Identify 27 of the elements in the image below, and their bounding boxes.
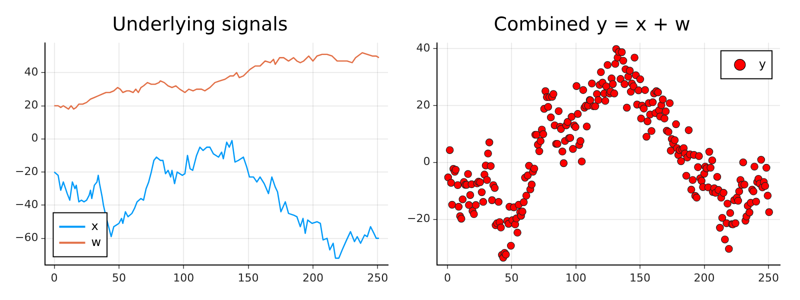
chart-title: Underlying signals — [112, 13, 288, 36]
x-tick-label: 250 — [367, 271, 388, 284]
y-tick-label: 20 — [24, 98, 38, 112]
legend-label: x — [91, 218, 98, 233]
y-tick-label: 0 — [423, 155, 430, 168]
x-tick-label: 0 — [444, 271, 451, 284]
y-tick-label: −20 — [406, 212, 430, 226]
y-tick-label: 0 — [31, 132, 38, 145]
y-tick-label: −60 — [14, 231, 38, 244]
x-tick-label: 50 — [504, 271, 519, 284]
y-tick-label: −40 — [14, 198, 38, 212]
x-tick-label: 200 — [694, 271, 715, 284]
x-tick-label: 100 — [565, 271, 586, 284]
x-tick-label: 150 — [238, 271, 259, 284]
y-tick-label: 40 — [24, 65, 38, 78]
x-tick-label: 50 — [112, 271, 126, 284]
chart-title: Combined y = x + w — [494, 13, 690, 36]
legend-label: y — [758, 56, 766, 71]
y-tick-label: 20 — [416, 98, 430, 112]
x-tick-label: 0 — [50, 271, 58, 284]
y-tick-label: 40 — [416, 41, 430, 54]
x-tick-label: 250 — [758, 271, 779, 284]
x-tick-label: 150 — [630, 271, 651, 284]
legend-label: w — [91, 234, 102, 249]
y-tick-label: −20 — [14, 164, 38, 178]
x-tick-label: 200 — [302, 271, 324, 284]
x-tick-label: 100 — [173, 271, 194, 284]
